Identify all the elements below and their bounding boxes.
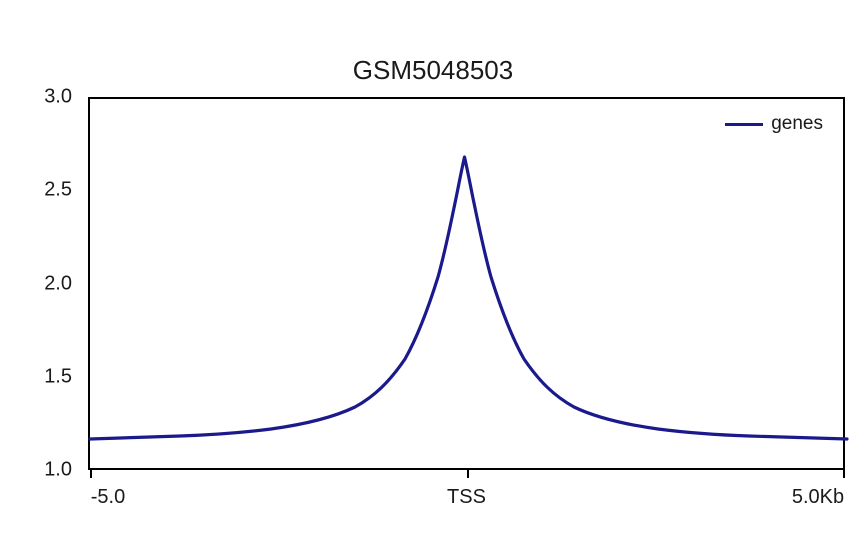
chart-container: GSM5048503 genes 3.0 2.5 2.0 1.5 1.0 -5.… — [0, 0, 866, 551]
plot-area: genes — [88, 97, 845, 470]
y-tick-3-0: 3.0 — [44, 86, 72, 109]
y-tick-1-0: 1.0 — [44, 459, 72, 482]
y-axis-labels: 3.0 2.5 2.0 1.5 1.0 — [20, 97, 80, 470]
x-tick-label-tss: TSS — [447, 486, 486, 509]
x-tick-label-neg5: -5.0 — [91, 486, 125, 509]
chart-title: GSM5048503 — [0, 55, 866, 86]
x-tick-mark-tss — [467, 470, 469, 478]
y-tick-2-5: 2.5 — [44, 179, 72, 202]
y-tick-1-5: 1.5 — [44, 365, 72, 388]
x-tick-mark-left — [90, 470, 92, 478]
x-axis-labels: -5.0 TSS 5.0Kb — [88, 478, 845, 508]
x-tick-mark-right — [843, 470, 845, 478]
genes-curve-svg — [90, 99, 847, 472]
y-tick-2-0: 2.0 — [44, 272, 72, 295]
x-tick-label-5kb: 5.0Kb — [792, 486, 844, 509]
genes-line — [90, 157, 847, 439]
